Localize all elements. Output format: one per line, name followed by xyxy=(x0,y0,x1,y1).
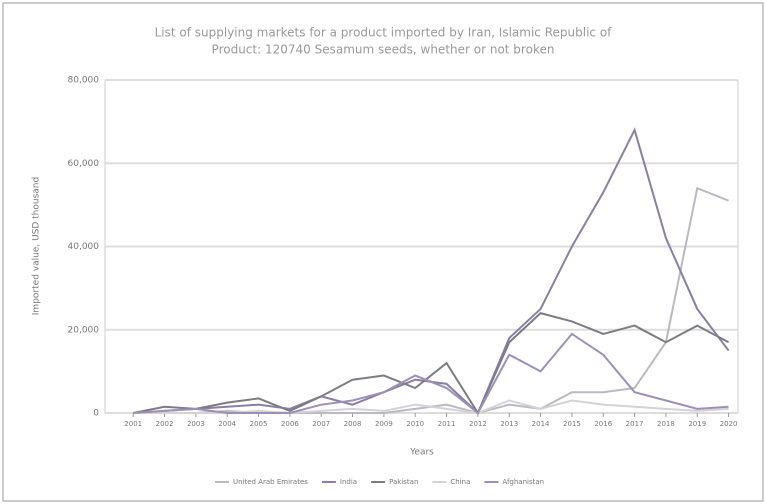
y-tick-label: 40,000 xyxy=(68,242,100,252)
x-tick-label: 2014 xyxy=(532,420,550,428)
y-tick-label: 80,000 xyxy=(68,76,100,86)
x-tick-label: 2004 xyxy=(218,420,236,428)
legend-label: United Arab Emirates xyxy=(233,478,308,486)
x-tick-label: 2010 xyxy=(406,420,424,428)
x-axis-label: Years xyxy=(409,448,434,458)
y-axis-label: Imported value, USD thousand xyxy=(32,177,42,315)
series-line xyxy=(133,311,730,416)
x-tick-label: 2009 xyxy=(375,420,393,428)
x-tick-label: 2006 xyxy=(281,420,299,428)
x-tick-label: 2017 xyxy=(626,420,644,428)
x-tick-label: 2008 xyxy=(344,420,362,428)
legend-label: Pakistan xyxy=(389,478,418,486)
x-tick-label: 2002 xyxy=(156,420,174,428)
y-tick-label: 20,000 xyxy=(68,325,100,335)
x-tick-label: 2007 xyxy=(312,420,330,428)
x-tick-label: 2020 xyxy=(720,420,738,428)
x-tick-label: 2012 xyxy=(469,420,487,428)
x-tick-label: 2001 xyxy=(124,420,142,428)
x-tick-label: 2003 xyxy=(187,420,205,428)
x-tick-label: 2016 xyxy=(594,420,612,428)
x-tick-label: 2005 xyxy=(250,420,268,428)
x-tick-label: 2011 xyxy=(438,420,456,428)
series-line xyxy=(133,332,729,415)
legend-label: China xyxy=(450,478,470,486)
y-tick-label: 60,000 xyxy=(68,159,100,169)
x-tick-label: 2015 xyxy=(563,420,581,428)
x-tick-label: 2019 xyxy=(688,420,706,428)
x-tick-label: 2018 xyxy=(657,420,675,428)
legend-label: India xyxy=(340,478,357,486)
x-tick-label: 2013 xyxy=(500,420,518,428)
chart-subtitle: Product: 120740 Sesamum seeds, whether o… xyxy=(212,43,555,57)
legend-label: Afghanistan xyxy=(502,478,544,486)
y-tick-label: 0 xyxy=(93,409,99,419)
chart-title: List of supplying markets for a product … xyxy=(155,26,613,40)
